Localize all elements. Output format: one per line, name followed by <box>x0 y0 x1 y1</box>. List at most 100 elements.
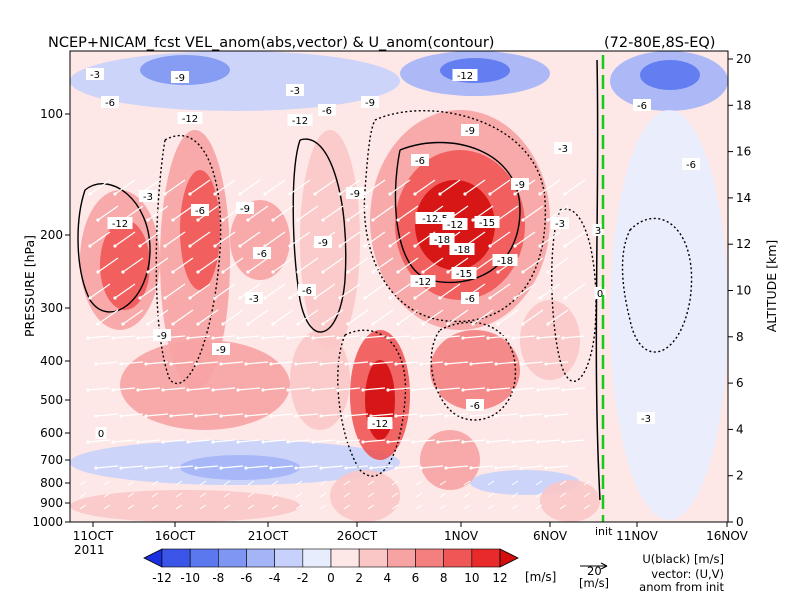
wind-vector-head <box>238 192 242 196</box>
wind-vector-head <box>196 270 200 274</box>
wind-vector-head <box>371 322 375 326</box>
wind-vector <box>197 257 219 273</box>
wind-vector-head <box>521 322 525 326</box>
contour-line <box>77 183 151 313</box>
wind-vector-head <box>511 388 515 392</box>
wind-vector <box>362 439 386 443</box>
wind-vector-head <box>486 336 490 340</box>
wind-vector <box>272 205 294 221</box>
wind-vector-head <box>536 336 540 340</box>
heat-patch <box>540 480 600 522</box>
wind-vector-head <box>438 244 442 248</box>
wind-vector <box>535 492 543 498</box>
wind-vector-head <box>161 388 165 392</box>
wind-vector <box>145 361 169 365</box>
wind-vector-head <box>288 244 292 248</box>
wind-vector-head <box>311 388 315 392</box>
altitude-axis: 0 2 4 6 8 10 12 14 16 18 20 <box>728 52 751 529</box>
wind-vector <box>472 309 494 325</box>
wind-vector <box>195 361 219 365</box>
wind-vector <box>497 309 519 325</box>
time-tick-label: 16NOV <box>706 529 748 543</box>
wind-vector <box>95 413 119 417</box>
wind-vector <box>170 413 194 417</box>
wind-vector-head <box>286 336 290 340</box>
wind-vector <box>151 492 159 498</box>
contour-label: -3 <box>558 144 568 155</box>
wind-vector-head <box>396 218 400 222</box>
wind-vector-head <box>221 218 225 222</box>
wind-vector-head <box>469 414 473 418</box>
colorbar-tick-label: 10 <box>464 571 479 585</box>
wind-vector-head <box>563 296 567 300</box>
wind-vector-head <box>288 192 292 196</box>
wind-vector <box>463 480 471 486</box>
wind-vector-head <box>461 388 465 392</box>
wind-vector-head <box>519 466 523 470</box>
contour-label-box <box>253 247 271 259</box>
pressure-tick-label: 1000 <box>32 515 63 529</box>
wind-vector-head <box>363 192 367 196</box>
altitude-tick-label: 0 <box>736 515 744 529</box>
wind-vector <box>89 283 111 299</box>
wind-vector <box>539 231 561 247</box>
wind-vector-head <box>121 270 125 274</box>
wind-vector <box>319 504 327 510</box>
wind-vector <box>103 480 111 486</box>
wind-vector <box>495 465 519 469</box>
wind-vector-head <box>294 362 298 366</box>
wind-vector-head <box>386 336 390 340</box>
wind-vector-head <box>111 388 115 392</box>
wind-vector <box>289 179 311 195</box>
wind-vector <box>287 439 311 443</box>
time-tick-label: 11NOV <box>616 529 658 543</box>
wind-vector <box>422 257 444 273</box>
wind-vector-head <box>544 414 548 418</box>
contour-label: -9 <box>175 73 185 84</box>
heat-patch <box>520 300 580 380</box>
contour-label: -6 <box>105 98 115 109</box>
wind-vector-head <box>219 362 223 366</box>
wind-vector <box>559 480 567 486</box>
contour-label: -6 <box>322 106 332 117</box>
wind-vector-head <box>213 296 217 300</box>
wind-vector-head <box>171 270 175 274</box>
wind-vector-head <box>411 336 415 340</box>
wind-vector <box>262 439 286 443</box>
wind-vector-head <box>269 414 273 418</box>
wind-vector-head <box>361 336 365 340</box>
wind-vector-head <box>394 466 398 470</box>
wind-vector-head <box>271 218 275 222</box>
contour-label-box <box>429 233 455 245</box>
wind-vector-head <box>113 192 117 196</box>
contour-label: -18 <box>434 235 450 246</box>
wind-vector <box>247 205 269 221</box>
wind-vector <box>272 257 294 273</box>
wind-vector <box>367 492 375 498</box>
colorbar-segment <box>189 548 219 568</box>
wind-vector <box>175 492 183 498</box>
legend-note-2: vector: (U,V) <box>651 567 724 581</box>
wind-vector-head <box>536 388 540 392</box>
wind-vector <box>539 283 561 299</box>
wind-vector <box>395 465 419 469</box>
wind-vector <box>89 231 111 247</box>
wind-vector-head <box>163 192 167 196</box>
wind-vector <box>271 492 279 498</box>
contour-label-box <box>287 114 313 126</box>
contour-labels: -3 -9-6-3-12-9-6-12-9-12-6-9-12.5-12 -15-1… <box>86 68 700 440</box>
wind-vector <box>151 480 159 486</box>
wind-vector-head <box>521 218 525 222</box>
wind-vector-head <box>296 322 300 326</box>
wind-vector <box>245 465 269 469</box>
altitude-tick-label: 20 <box>736 52 751 66</box>
wind-vector-head <box>321 322 325 326</box>
wind-vector-head <box>196 218 200 222</box>
wind-vector-head <box>169 466 173 470</box>
pressure-axis: 100 200 300 400 500 600 700 800 900 1000 <box>32 107 70 529</box>
wind-vector <box>247 309 269 325</box>
contour-label: -12 <box>447 220 463 231</box>
contour-label-box <box>637 412 655 424</box>
wind-vector <box>470 413 494 417</box>
contour-label-box <box>298 284 316 296</box>
